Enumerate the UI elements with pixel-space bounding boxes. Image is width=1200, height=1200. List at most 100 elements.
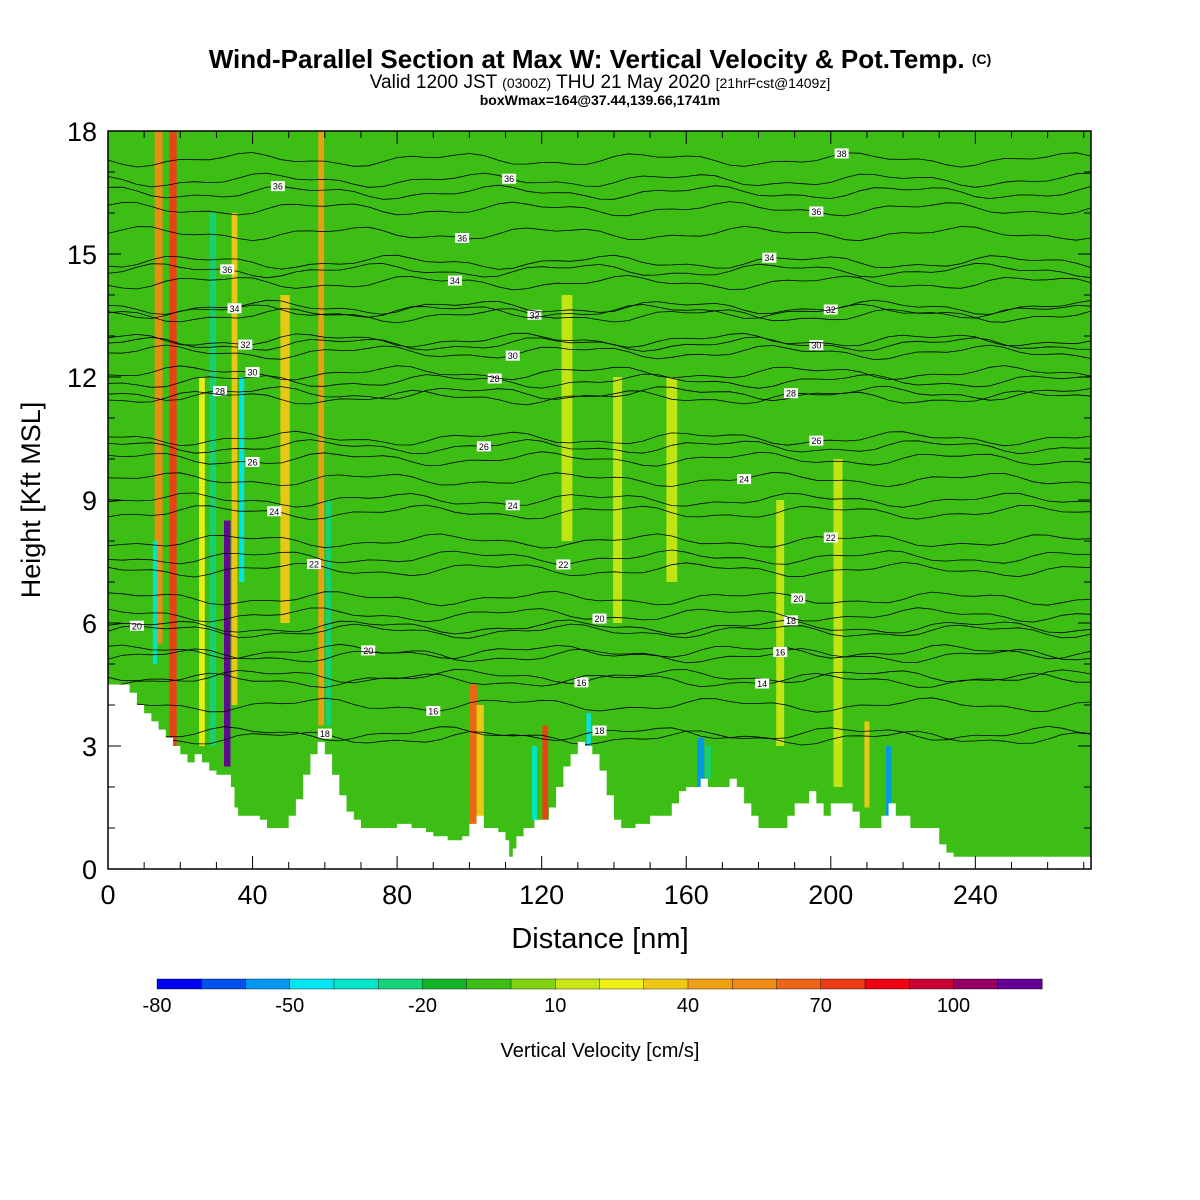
contour-label-bg	[592, 613, 607, 624]
contour-label-bg	[809, 435, 824, 446]
contour-label-bg	[487, 373, 502, 384]
contour-label-bg	[809, 206, 824, 217]
w-feature	[886, 746, 892, 816]
contour-label: 28	[215, 387, 225, 397]
contour-label: 34	[450, 276, 460, 286]
colorbar-swatch	[555, 978, 600, 990]
contour-label-bg	[834, 148, 849, 159]
y-tick-label: 0	[82, 855, 97, 885]
contour-label: 22	[558, 560, 568, 570]
contour-label: 30	[508, 351, 518, 361]
theta-contour	[108, 648, 1091, 664]
contour-label-bg	[773, 646, 788, 657]
colorbar-swatch	[510, 978, 556, 990]
contour-label: 20	[363, 646, 373, 656]
w-feature	[325, 500, 331, 726]
forecast-info: [21hrFcst@1409z]	[715, 75, 831, 91]
contour-label: 30	[811, 340, 821, 350]
colorbar-tick-label: 100	[937, 995, 970, 1017]
contour-label: 36	[457, 233, 467, 243]
colorbar-swatch	[599, 978, 645, 990]
colorbar-swatch	[776, 978, 822, 990]
theta-contour	[108, 533, 1091, 549]
contour-label: 32	[529, 310, 539, 320]
theta-contour	[108, 308, 1091, 324]
contour-label-bg	[527, 309, 542, 320]
contour-label-bg	[762, 252, 777, 263]
colorbar-tick-label: 70	[810, 995, 832, 1017]
theta-contour	[108, 332, 1091, 348]
colorbar-swatch	[732, 978, 777, 990]
contour-label: 36	[811, 207, 821, 217]
theta-contour	[108, 254, 1091, 270]
w-feature	[776, 500, 785, 746]
colorbar-tick-label: -80	[143, 995, 172, 1017]
theta-contour	[108, 643, 1091, 660]
theta-contour	[108, 697, 1091, 713]
colorbar-swatch	[820, 978, 866, 990]
vertical-velocity-field	[108, 131, 1091, 869]
contour-label: 24	[739, 475, 749, 485]
w-feature	[561, 295, 573, 541]
potential-temperature-contours: 20 20 16 18 16 18 14 16 18 20 20 22 22 22 24 24 24 26 26 26…	[108, 148, 1091, 746]
contour-label: 32	[240, 340, 250, 350]
w-feature	[476, 705, 484, 828]
theta-contour	[108, 623, 1091, 639]
x-tick-label: 240	[953, 880, 998, 910]
contour-label: 20	[793, 594, 803, 604]
w-feature	[469, 684, 477, 828]
w-feature	[542, 725, 549, 820]
contour-label: 24	[508, 501, 518, 511]
contour-label: 20	[594, 614, 604, 624]
y-tick-label: 9	[82, 486, 97, 516]
contour-label: 28	[490, 374, 500, 384]
w-feature	[697, 737, 705, 787]
contour-label: 26	[811, 436, 821, 446]
theta-contour	[108, 492, 1091, 508]
w-feature	[209, 213, 217, 746]
contour-label-bg	[426, 705, 441, 716]
contour-label-bg	[317, 728, 332, 739]
w-feature	[531, 746, 537, 820]
colorbar-swatch	[643, 978, 689, 990]
w-feature	[231, 213, 238, 705]
contour-label-bg	[784, 388, 799, 399]
contour-label-bg	[505, 350, 520, 361]
contour-label: 22	[309, 560, 319, 570]
colorbar-swatch	[201, 978, 246, 990]
colorbar-swatch	[378, 978, 423, 990]
x-tick-label: 160	[664, 880, 709, 910]
contour-label-bg	[455, 232, 470, 243]
contour-label-bg	[245, 456, 260, 467]
theta-contour	[108, 172, 1091, 188]
w-feature	[280, 295, 290, 623]
contour-label: 36	[273, 182, 283, 192]
y-tick-label: 6	[82, 609, 97, 639]
theta-contour	[108, 668, 1091, 685]
y-tick-label: 18	[67, 117, 97, 147]
contour-label: 24	[269, 507, 279, 517]
theta-contour	[108, 672, 1091, 688]
w-feature	[152, 541, 158, 664]
terrain	[108, 684, 1091, 869]
contour-label: 14	[757, 679, 767, 689]
chart-subtitle: Valid 1200 JST (0300Z) THU 21 May 2020 […	[0, 72, 1200, 94]
colorbar-swatch	[864, 978, 910, 990]
contour-label-bg	[592, 725, 607, 736]
y-tick-label: 12	[67, 363, 97, 393]
theta-contour	[108, 590, 1091, 607]
theta-contour	[108, 389, 1091, 406]
w-feature	[613, 377, 623, 623]
field-background	[108, 131, 1091, 869]
contour-label-bg	[791, 593, 806, 604]
colorbar-swatch	[687, 978, 733, 990]
theta-contour	[108, 225, 1091, 242]
contour-label-bg	[238, 339, 253, 350]
contour-label-bg	[502, 173, 517, 184]
w-feature	[833, 459, 843, 787]
contour-label: 18	[786, 616, 796, 626]
contour-label-bg	[306, 559, 321, 570]
theta-contour	[108, 152, 1091, 168]
